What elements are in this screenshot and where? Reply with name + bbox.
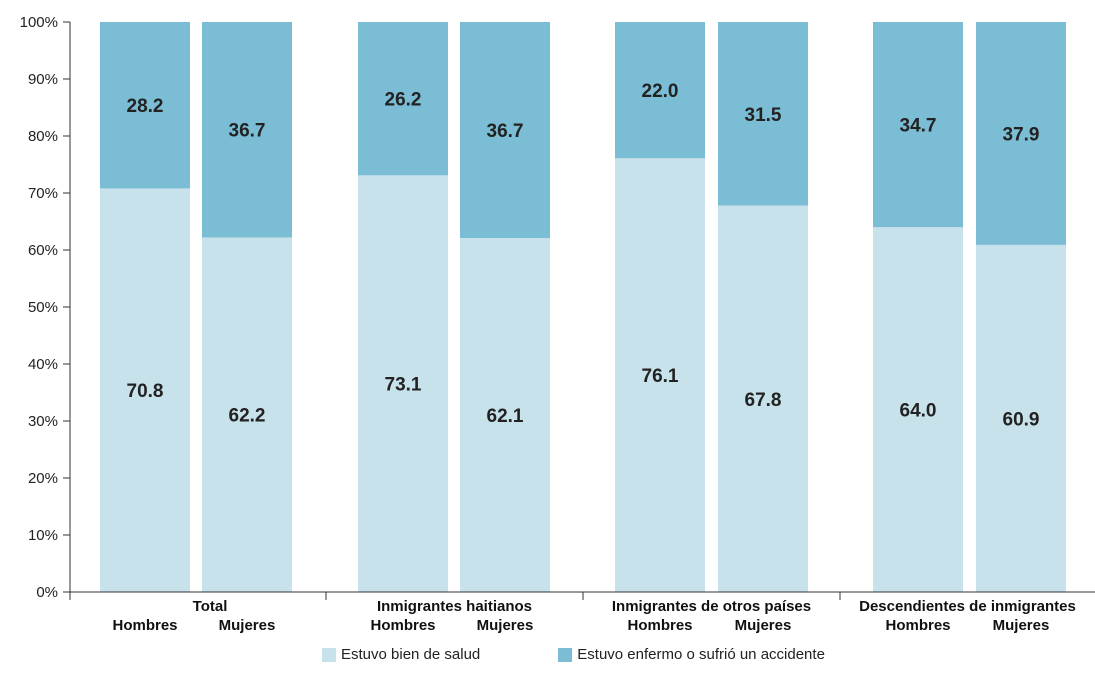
y-tick-label: 70%	[28, 185, 58, 202]
x-category-label: Mujeres	[993, 617, 1050, 634]
legend: Estuvo bien de salud Estuvo enfermo o su…	[322, 646, 903, 663]
value-label-bien: 70.8	[127, 381, 164, 402]
y-tick-label: 20%	[28, 470, 58, 487]
bar-1-mujeres-enfermo	[460, 22, 550, 239]
value-label-enfermo: 36.7	[487, 121, 524, 142]
bar-3-mujeres-enfermo	[976, 22, 1066, 245]
value-label-enfermo: 31.5	[745, 105, 782, 126]
bar-2-hombres-bien	[615, 158, 705, 593]
y-tick-label: 100%	[20, 14, 58, 31]
x-category-label: Mujeres	[735, 617, 792, 634]
y-tick-label: 90%	[28, 71, 58, 88]
legend-item-bien: Estuvo bien de salud	[322, 646, 480, 663]
x-group-label: Inmigrantes haitianos	[377, 598, 532, 615]
value-label-enfermo: 34.7	[900, 116, 937, 137]
bar-1-hombres-enfermo	[358, 22, 448, 176]
bar-3-hombres-bien	[873, 227, 963, 592]
x-axis: Total Hombres Mujeres Inmigrantes haitianos…	[69, 591, 1095, 634]
bars-layer: 70.8 28.2 62.2 36.7 73.1 26.2 62.1 36.7 76.1 22.0…	[100, 22, 1066, 593]
value-label-bien: 64.0	[900, 401, 937, 422]
value-label-enfermo: 22.0	[642, 81, 679, 102]
x-category-label: Hombres	[885, 617, 950, 634]
value-label-bien: 73.1	[385, 375, 422, 396]
x-category-label: Hombres	[370, 617, 435, 634]
value-label-bien: 76.1	[642, 366, 679, 387]
x-group-label: Inmigrantes de otros países	[612, 598, 811, 615]
y-tick-label: 30%	[28, 413, 58, 430]
bar-3-mujeres-bien	[976, 244, 1066, 592]
y-tick-label: 50%	[28, 299, 58, 316]
bar-2-mujeres-enfermo	[718, 22, 808, 206]
value-label-enfermo: 26.2	[385, 90, 422, 111]
y-axis: 0% 10% 20% 30% 40% 50% 60% 70% 80% 90% 100%	[20, 14, 71, 601]
bar-0-hombres-enfermo	[100, 22, 190, 189]
x-category-label: Hombres	[627, 617, 692, 634]
bar-2-mujeres-bien	[718, 205, 808, 593]
y-tick-label: 0%	[36, 584, 58, 601]
legend-label-enfermo: Estuvo enfermo o sufrió un accidente	[577, 646, 825, 663]
y-tick-label: 80%	[28, 128, 58, 145]
legend-swatch-enfermo	[558, 647, 573, 662]
value-label-bien: 67.8	[745, 390, 782, 411]
bar-1-mujeres-bien	[460, 238, 550, 592]
bar-3-hombres-enfermo	[873, 22, 963, 228]
value-label-enfermo: 28.2	[127, 96, 164, 117]
legend-item-enfermo: Estuvo enfermo o sufrió un accidente	[558, 646, 825, 663]
bar-0-hombres-bien	[100, 188, 190, 592]
y-tick-label: 60%	[28, 242, 58, 259]
legend-swatch-bien	[322, 647, 336, 662]
y-tick-label: 40%	[28, 356, 58, 373]
value-label-bien: 60.9	[1003, 409, 1040, 430]
x-category-label: Mujeres	[477, 617, 534, 634]
value-label-enfermo: 36.7	[229, 121, 266, 142]
x-group-label: Descendientes de inmigrantes	[859, 598, 1076, 615]
x-category-label: Hombres	[112, 617, 177, 634]
y-tick-label: 10%	[28, 527, 58, 544]
value-label-enfermo: 37.9	[1003, 124, 1040, 145]
x-category-label: Mujeres	[219, 617, 276, 634]
legend-label-bien: Estuvo bien de salud	[341, 646, 481, 663]
bar-0-mujeres-enfermo	[202, 22, 292, 238]
value-label-bien: 62.2	[229, 406, 266, 427]
bar-0-mujeres-bien	[202, 237, 292, 592]
bar-1-hombres-bien	[358, 175, 448, 592]
x-group-label: Total	[193, 598, 228, 615]
value-label-bien: 62.1	[487, 406, 524, 427]
bar-2-hombres-enfermo	[615, 22, 705, 159]
